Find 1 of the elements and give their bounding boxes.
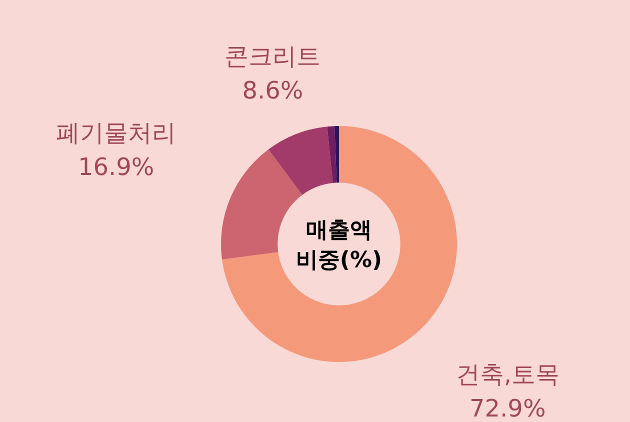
text: 매출액 비중(%) [296, 218, 382, 273]
